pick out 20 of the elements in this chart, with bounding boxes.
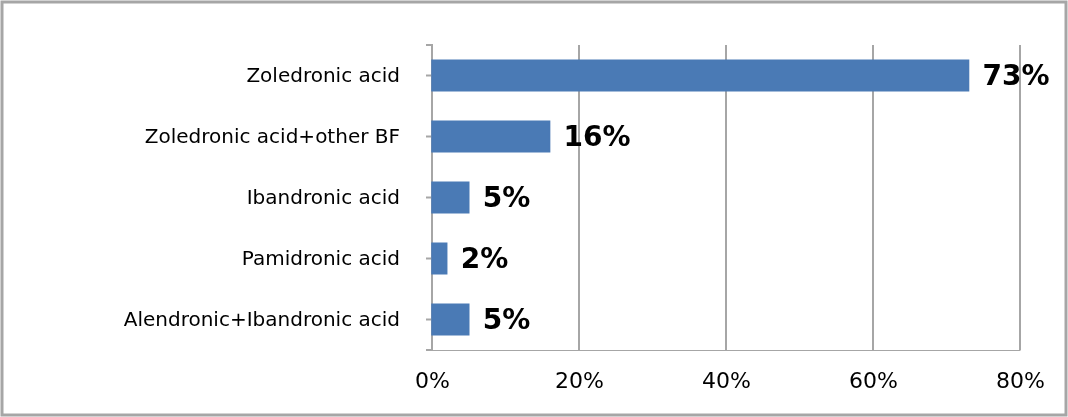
bar [431,59,970,92]
bar [431,120,551,153]
data-label: 2% [460,242,509,276]
data-label: 73% [982,59,1050,93]
x-tick-label: 40% [702,367,751,393]
y-tick-label: Ibandronic acid [246,184,400,209]
y-tick-label: Zoledronic acid [246,62,400,87]
x-tick-label: 20% [555,367,604,393]
x-tick-label: 80% [996,367,1045,393]
bar [431,242,448,275]
y-tick-label: Pamidronic acid [241,245,400,270]
x-tick-label: 0% [415,367,450,393]
bar [431,181,470,214]
y-tick-label: Zoledronic acid+other BF [144,123,400,148]
data-label: 5% [482,181,531,215]
y-tick-label: Alendronic+Ibandronic acid [123,306,400,331]
bar [431,303,470,336]
data-label: 5% [482,303,531,337]
data-label: 16% [563,120,631,154]
x-tick-label: 60% [849,367,898,393]
